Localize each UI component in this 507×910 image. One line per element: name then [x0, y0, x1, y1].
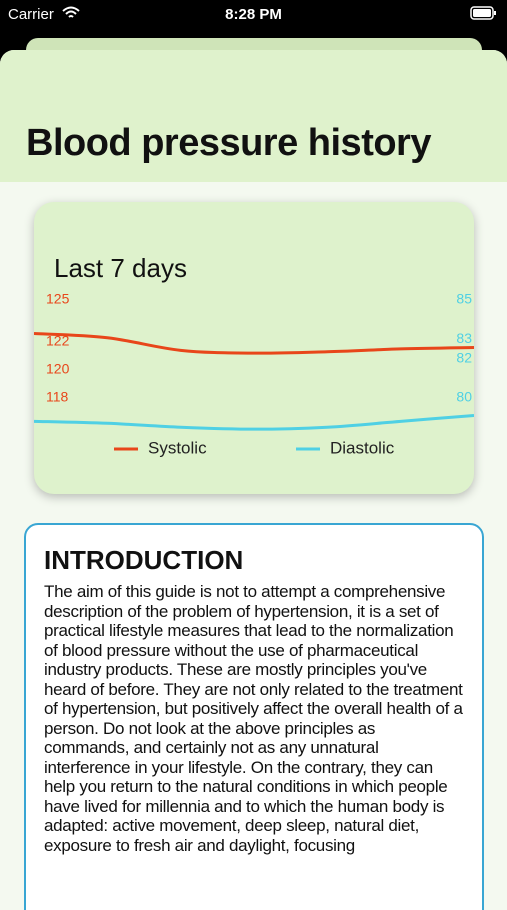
intro-heading: INTRODUCTION	[44, 545, 244, 575]
y2-tick-label: 85	[456, 291, 472, 307]
y2-tick-label: 80	[456, 389, 472, 405]
chart: Last 7 days 125 122 120 118 85 83 82 80 Systolic…	[34, 253, 474, 457]
carrier: Carrier	[8, 6, 54, 23]
sheet: Blood pressure history Last 7 days 125 12…	[0, 50, 507, 910]
chart-title: Last 7 days	[54, 253, 187, 283]
wifi-icon	[62, 6, 80, 18]
series-line	[34, 332, 474, 355]
y-tick-label: 120	[46, 361, 70, 377]
y-tick-label: 118	[46, 389, 69, 405]
y-tick-label: 122	[46, 333, 70, 349]
clock: 8:28 PM	[225, 6, 282, 23]
intro-text: The aim of this guide is not to attempt …	[44, 582, 463, 855]
y2-tick-label: 82	[456, 349, 472, 365]
legend-label: Systolic	[148, 438, 207, 457]
y-tick-label: 125	[46, 291, 70, 307]
y2-tick-label: 83	[456, 330, 472, 346]
header-band	[0, 50, 507, 182]
intro-card: INTRODUCTION The aim of this guide is no…	[24, 523, 484, 910]
status-bar: Carrier 8:28 PM	[0, 0, 507, 30]
chart-card: Last 7 days 125 122 120 118 85 83 82 80 Systolic…	[34, 202, 474, 494]
series-line	[34, 413, 474, 431]
battery-icon	[470, 6, 496, 20]
legend-label: Diastolic	[330, 438, 395, 457]
page-title: Blood pressure history	[26, 122, 431, 164]
